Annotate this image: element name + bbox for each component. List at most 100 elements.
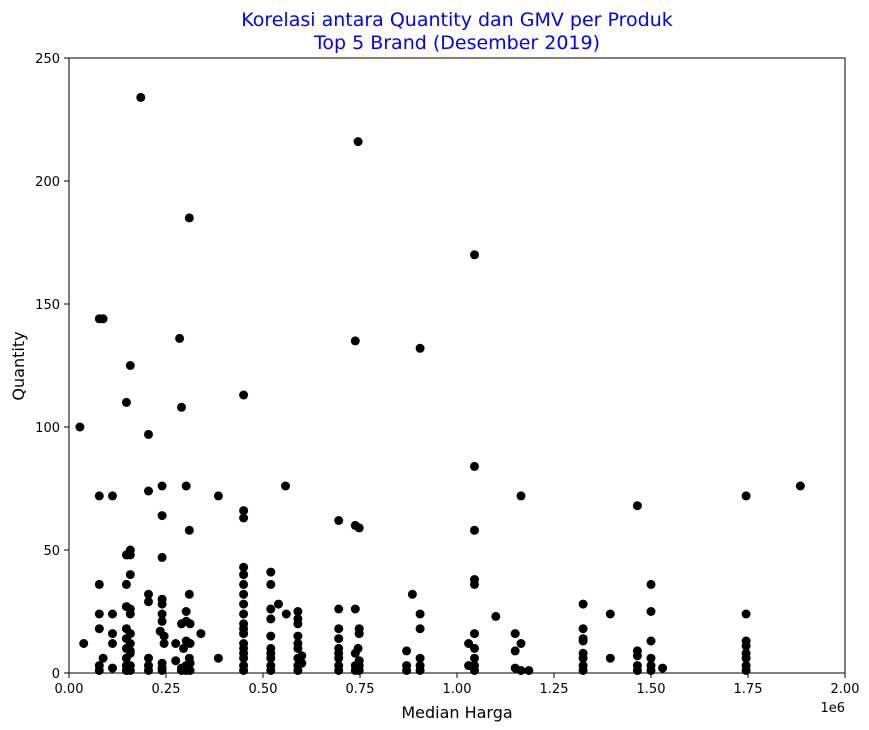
data-point <box>516 491 526 501</box>
data-point <box>136 92 146 102</box>
data-point <box>795 481 805 491</box>
data-point <box>159 631 169 641</box>
data-point <box>239 653 249 663</box>
data-point <box>510 629 520 639</box>
y-tick-label: 50 <box>43 544 60 559</box>
data-point <box>144 666 153 675</box>
y-axis-label: Quantity <box>9 331 28 400</box>
data-point <box>293 607 303 616</box>
data-points <box>75 92 805 675</box>
data-point <box>334 604 344 614</box>
data-point <box>491 611 501 621</box>
x-tick-label: 1.50 <box>637 682 666 697</box>
data-point <box>94 491 104 501</box>
data-point <box>741 609 751 619</box>
data-point <box>646 653 656 663</box>
data-point <box>196 629 206 639</box>
data-point <box>470 525 479 535</box>
data-point <box>184 525 194 535</box>
chart-title-line1: Korelasi antara Quantity dan GMV per Pro… <box>241 9 673 31</box>
data-point <box>177 402 186 412</box>
data-point <box>470 579 479 589</box>
data-point <box>125 609 135 619</box>
data-point <box>464 639 474 648</box>
data-point <box>239 589 249 599</box>
data-point <box>470 653 479 663</box>
data-point <box>239 562 249 572</box>
data-point <box>144 486 153 496</box>
data-point <box>171 656 181 666</box>
data-point <box>354 629 364 639</box>
data-point <box>94 666 104 675</box>
data-point <box>415 609 425 619</box>
data-point <box>516 639 526 648</box>
y-tick-label: 150 <box>35 298 60 313</box>
x-axis-label: Median Harga <box>401 703 512 722</box>
data-point <box>266 666 276 675</box>
data-point <box>239 666 249 675</box>
data-point <box>605 653 615 663</box>
data-point <box>239 513 249 523</box>
data-point <box>266 653 276 663</box>
data-point <box>185 619 195 629</box>
x-tick-label: 2.00 <box>831 682 860 697</box>
data-point <box>578 624 588 634</box>
data-point <box>646 636 656 646</box>
data-point <box>741 641 751 651</box>
data-point <box>293 643 303 653</box>
data-point <box>185 658 195 668</box>
data-point <box>350 336 360 346</box>
data-point <box>741 666 751 675</box>
x-tick-label: 1.75 <box>734 682 763 697</box>
data-point <box>181 481 191 491</box>
data-point <box>470 629 479 639</box>
data-point <box>157 616 167 626</box>
data-point <box>297 658 307 668</box>
data-point <box>144 597 153 607</box>
x-tick-label: 1.00 <box>443 682 472 697</box>
data-point <box>121 397 131 407</box>
data-point <box>415 666 425 675</box>
data-point <box>266 579 276 589</box>
data-point <box>239 570 249 580</box>
data-point <box>470 666 479 675</box>
data-point <box>741 653 751 663</box>
data-point <box>144 429 153 439</box>
data-point <box>470 461 479 471</box>
y-axis-ticks: 0 50 100 150 200 250 <box>35 52 69 682</box>
data-point <box>157 511 167 521</box>
x-tick-label: 0.50 <box>249 682 278 697</box>
data-point <box>239 629 249 639</box>
x-tick-label: 0.75 <box>346 682 375 697</box>
data-point <box>524 666 534 675</box>
y-tick-label: 200 <box>35 175 60 190</box>
data-point <box>184 213 194 223</box>
data-point <box>578 653 588 663</box>
data-point <box>177 619 186 629</box>
y-tick-label: 100 <box>35 421 60 436</box>
data-point <box>402 646 412 656</box>
data-point <box>108 663 117 673</box>
data-point <box>125 550 135 560</box>
data-point <box>94 609 104 619</box>
x-axis-ticks: 0.00 0.25 0.50 0.75 1.00 1.25 1.50 1.75 2.00 <box>55 673 860 697</box>
data-point <box>181 607 191 616</box>
data-point <box>402 666 412 675</box>
data-point <box>175 333 185 343</box>
data-point <box>334 624 344 634</box>
chart-title-line2: Top 5 Brand (Desember 2019) <box>313 32 600 54</box>
data-point <box>350 648 360 658</box>
data-point <box>157 481 167 491</box>
data-point <box>125 666 135 675</box>
y-tick-label: 0 <box>52 667 60 682</box>
data-point <box>350 604 360 614</box>
data-point <box>293 619 303 629</box>
data-point <box>354 666 364 675</box>
data-point <box>179 643 188 653</box>
data-point <box>144 589 153 599</box>
data-point <box>266 567 276 577</box>
data-point <box>293 631 303 641</box>
data-point <box>293 666 303 675</box>
y-tick-label: 250 <box>35 52 60 67</box>
data-point <box>157 552 167 562</box>
